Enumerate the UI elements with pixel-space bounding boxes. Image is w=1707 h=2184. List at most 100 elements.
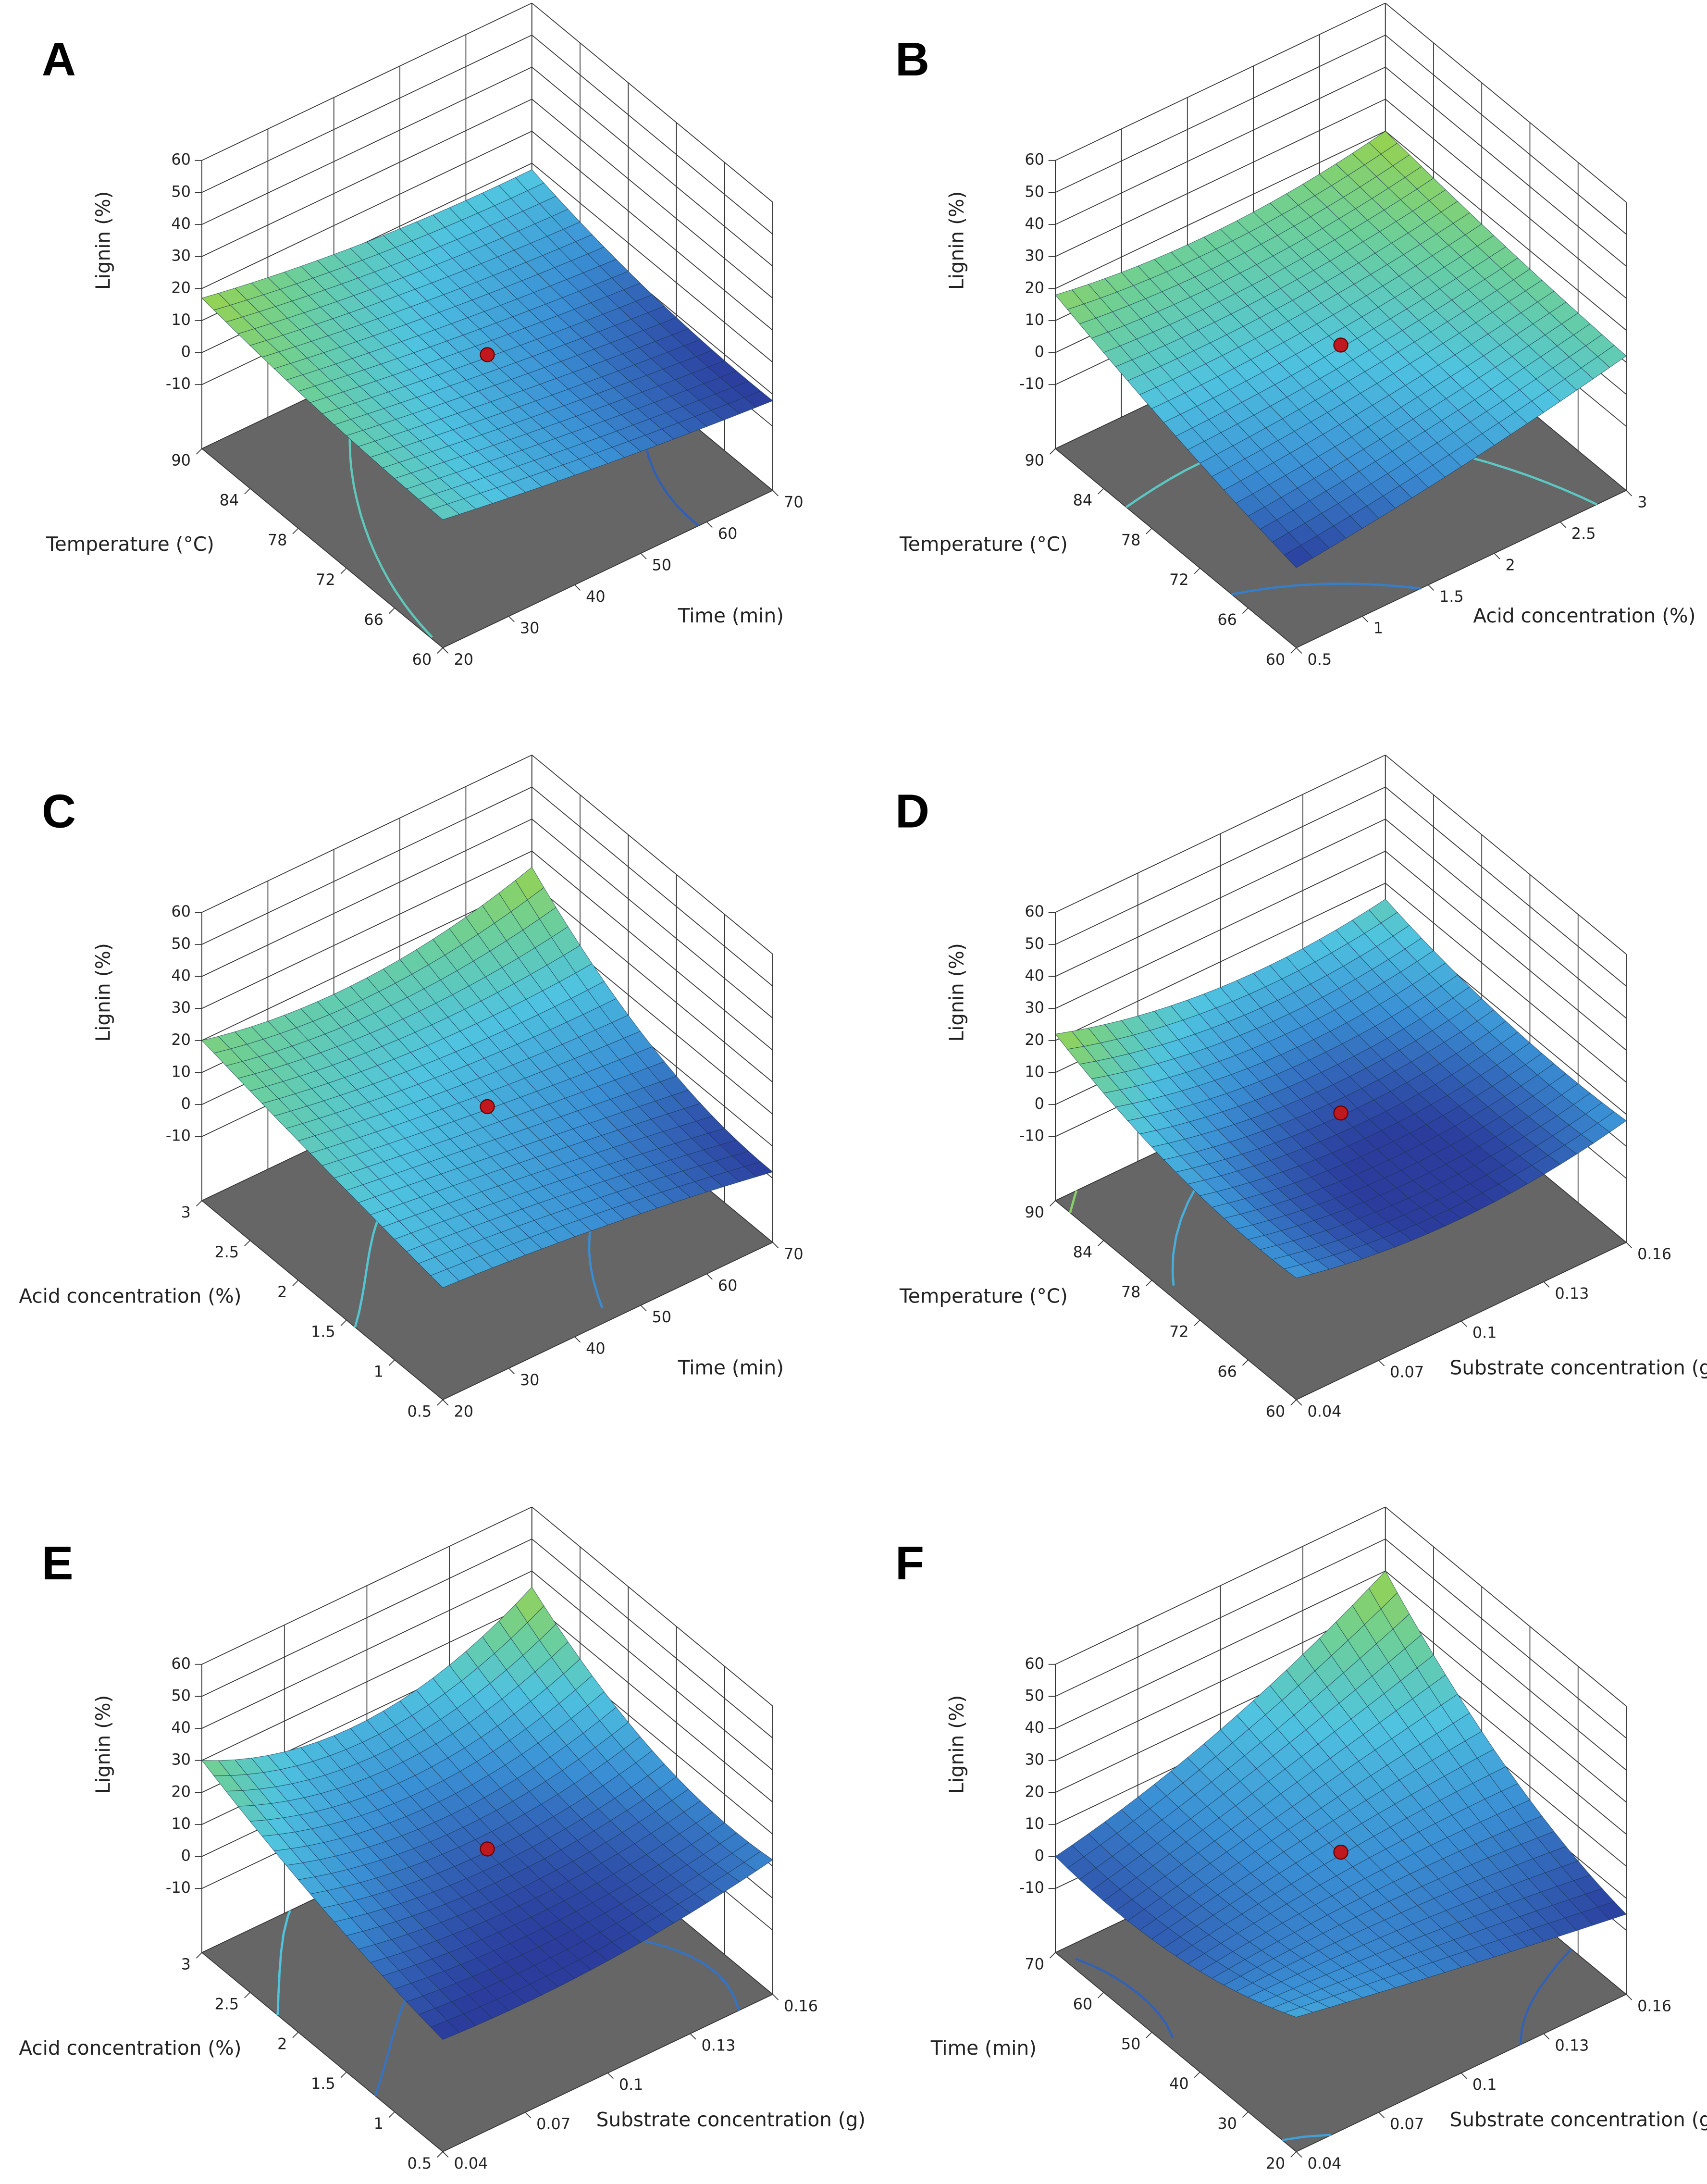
y-tick-label: 60	[1266, 650, 1286, 669]
x-tick-label: 0.16	[1637, 1245, 1671, 1263]
contour-line	[376, 2078, 382, 2089]
z-tick-label: 30	[171, 247, 191, 265]
x-tick-label: 0.5	[1307, 650, 1332, 669]
design-point	[1333, 337, 1348, 353]
wall-grid-line	[532, 162, 773, 363]
x-tick	[772, 1994, 779, 2000]
x-tick	[525, 2112, 532, 2119]
y-tick	[388, 1359, 395, 1366]
panel-label: A	[42, 33, 76, 86]
contour-line	[369, 541, 373, 547]
z-tick-label: -10	[1019, 1127, 1044, 1145]
wall-grid-line	[201, 755, 532, 913]
contour-line	[364, 527, 371, 542]
panel: D -10 0 10 20 30 40 50 60 0.04 0.07 0.1 0.13 0.16 60 66…	[895, 755, 1707, 1420]
wall-grid-line	[201, 131, 532, 289]
contour-line	[349, 464, 353, 472]
y-axis-label: Acid concentration (%)	[19, 1284, 241, 1307]
contour-line	[353, 488, 359, 501]
contour-line	[1299, 583, 1324, 586]
panel: B -10 0 10 20 30 40 50 60 0.5 1 1.5 2 2.5 3 60 66 72 78 84 9…	[895, 2, 1695, 669]
z-tick-label: 60	[1025, 902, 1044, 920]
panel: A -10 0 10 20 30 40 50 60 20 30 40 50 60 70 60 66 72 78 84 9…	[42, 2, 804, 669]
y-tick	[1290, 2151, 1297, 2158]
x-tick	[1560, 521, 1566, 528]
y-tick	[292, 1280, 299, 1286]
contour-line	[661, 1944, 672, 1950]
contour-line	[366, 1253, 371, 1263]
z-tick-label: 40	[1025, 1718, 1044, 1737]
x-tick-label: 0.1	[1472, 2075, 1497, 2094]
contour-line	[1157, 2012, 1165, 2022]
x-tick-label: 0.07	[536, 2115, 570, 2133]
z-axis-label: Lignin (%)	[945, 943, 968, 1042]
contour-line	[1163, 2020, 1168, 2026]
y-tick	[292, 528, 299, 534]
design-point	[480, 347, 495, 362]
x-tick	[1543, 2033, 1550, 2040]
wall-grid-line	[532, 99, 773, 299]
contour-line	[1520, 2028, 1523, 2037]
wall-grid-line	[1055, 2, 1386, 161]
z-tick-label: 30	[1025, 1750, 1044, 1769]
y-tick	[1049, 1952, 1056, 1959]
y-tick	[437, 647, 443, 654]
wall-grid-line	[1385, 1602, 1627, 1803]
wall-grid-line	[532, 66, 773, 267]
x-tick	[1626, 1994, 1633, 2000]
contour-line	[362, 1279, 366, 1291]
contour-line	[1507, 467, 1527, 476]
z-tick-label: 60	[171, 150, 191, 169]
z-tick-label: 10	[1025, 310, 1044, 329]
y-axis-label: Time (min)	[930, 2036, 1037, 2060]
y-tick-label: 90	[1025, 1203, 1044, 1221]
y-tick	[1146, 2032, 1152, 2038]
z-tick-label: 50	[171, 934, 191, 953]
z-tick-label: 10	[1025, 1814, 1044, 1833]
contour-line	[1165, 2024, 1174, 2038]
wall-grid-line	[1385, 35, 1627, 235]
x-tick	[772, 490, 779, 496]
x-tick-label: 2.5	[1571, 524, 1596, 543]
wall-grid-line	[1055, 66, 1386, 225]
z-axis-label: Lignin (%)	[945, 191, 968, 290]
y-tick	[1242, 608, 1249, 614]
y-tick-label: 3	[181, 1955, 191, 1973]
contour-line	[372, 1228, 376, 1235]
wall-grid-line	[1385, 786, 1627, 987]
design-point	[480, 1099, 495, 1115]
contour-line	[726, 1984, 735, 1998]
x-tick-label: 0.13	[1555, 2036, 1589, 2054]
contour-line	[1562, 488, 1581, 498]
contour-line	[589, 1266, 595, 1281]
z-tick-label: 30	[171, 998, 191, 1017]
y-tick	[1098, 488, 1104, 495]
contour-line	[1123, 1982, 1138, 1994]
y-tick	[388, 2111, 395, 2118]
y-tick-label: 66	[364, 610, 383, 629]
wall-grid-line	[201, 819, 532, 977]
z-tick-label: 30	[1025, 998, 1044, 1017]
y-tick-label: 84	[220, 491, 239, 509]
y-tick-label: 60	[412, 650, 432, 669]
contour-line	[390, 583, 397, 593]
contour-line	[675, 504, 688, 517]
panel: E -10 0 10 20 30 40 50 60 0.04 0.07 0.1 0.13 0.16 0.5 1…	[19, 1506, 866, 2172]
wall-grid-line	[1385, 755, 1627, 955]
x-tick	[1543, 1281, 1550, 1288]
z-tick-label: 60	[171, 1654, 191, 1673]
z-tick-label: 60	[1025, 150, 1044, 169]
contour-line	[1539, 1973, 1551, 1988]
z-axis-label: Lignin (%)	[91, 1695, 114, 1794]
contour-line	[387, 579, 392, 584]
contour-line	[1154, 478, 1171, 489]
contour-line	[368, 1245, 372, 1253]
wall-grid-line	[1385, 2, 1627, 203]
contour-line	[1348, 583, 1364, 585]
wall-grid-line	[201, 99, 532, 257]
y-tick	[388, 608, 395, 614]
contour-line	[671, 1947, 690, 1957]
x-axis-label: Substrate concentration (g)	[1450, 1356, 1707, 1379]
